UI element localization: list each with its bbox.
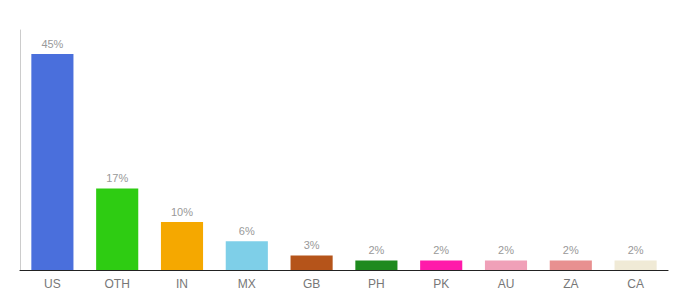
svg-text:GB: GB [303,277,320,291]
svg-text:6%: 6% [239,225,255,237]
svg-text:2%: 2% [563,244,579,256]
svg-text:MX: MX [238,277,256,291]
svg-text:US: US [44,277,61,291]
svg-text:PK: PK [433,277,449,291]
svg-text:2%: 2% [368,244,384,256]
svg-text:17%: 17% [106,172,128,184]
svg-text:PH: PH [368,277,385,291]
svg-text:3%: 3% [304,239,320,251]
svg-text:OTH: OTH [105,277,130,291]
svg-text:45%: 45% [41,38,63,50]
svg-text:ZA: ZA [563,277,578,291]
svg-text:IN: IN [176,277,188,291]
svg-text:2%: 2% [628,244,644,256]
svg-text:2%: 2% [498,244,514,256]
svg-text:2%: 2% [433,244,449,256]
svg-text:10%: 10% [171,206,193,218]
svg-text:AU: AU [498,277,515,291]
svg-text:CA: CA [627,277,644,291]
